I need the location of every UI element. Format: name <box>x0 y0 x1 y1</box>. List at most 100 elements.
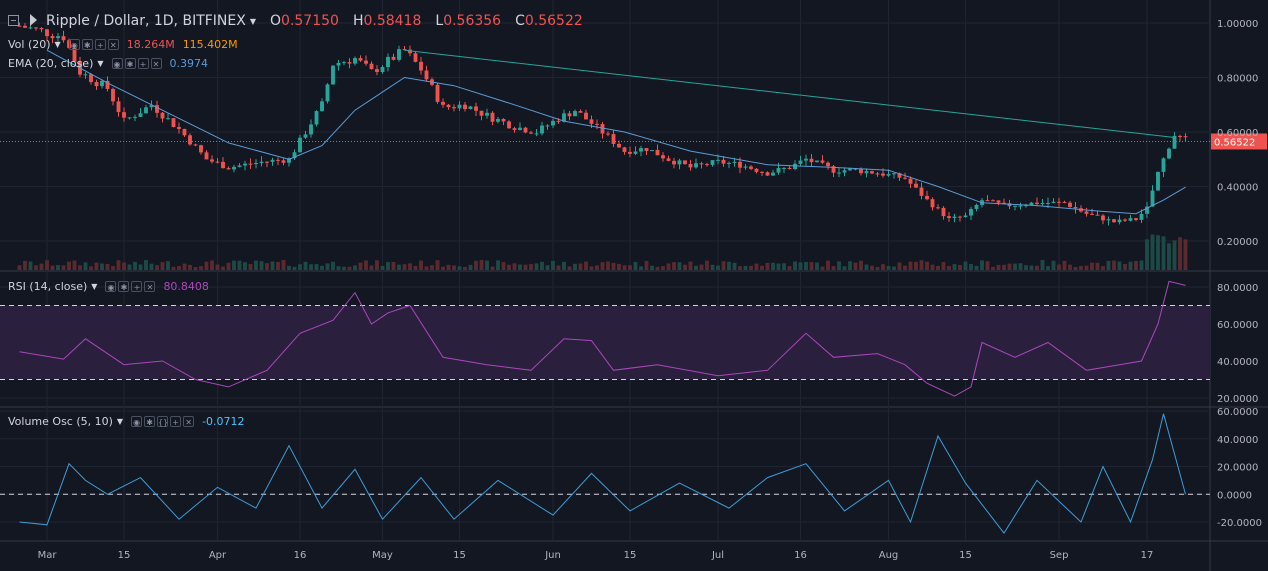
volume-bar <box>507 264 511 270</box>
chevron-down-icon[interactable]: ▼ <box>54 40 61 49</box>
candle-body <box>732 161 737 163</box>
volume-bar <box>1117 261 1122 270</box>
gear-icon[interactable]: ✱ <box>118 281 130 292</box>
candle-body <box>226 168 231 170</box>
candle-body <box>760 171 764 173</box>
symbol-title[interactable]: Ripple / Dollar, 1D, BITFINEX <box>46 13 246 29</box>
chevron-down-icon[interactable]: ▼ <box>91 282 98 291</box>
volume-bar <box>512 263 517 270</box>
candle-body <box>892 173 896 175</box>
volume-bar <box>974 265 979 270</box>
volume-bar <box>567 266 572 270</box>
volume-bar <box>72 260 77 270</box>
price-axis-tick: 0.40000 <box>1217 183 1258 194</box>
rsi-indicator-label[interactable]: RSI (14, close) <box>8 280 88 293</box>
candle-body <box>353 58 357 64</box>
volume-bar <box>287 265 291 270</box>
volume-bar <box>1068 264 1072 270</box>
candle-body <box>573 111 577 117</box>
eye-icon[interactable]: ◉ <box>68 39 80 50</box>
chevron-down-icon[interactable]: ▼ <box>116 417 124 426</box>
osc-axis-tick: -20.0000 <box>1217 518 1262 529</box>
price-axis-tick: 0.80000 <box>1217 74 1258 85</box>
volume-bar <box>1161 236 1166 270</box>
eye-icon[interactable]: ◉ <box>111 58 123 69</box>
volume-bar <box>859 260 863 270</box>
candle-body <box>743 166 748 168</box>
chevron-down-icon[interactable]: ▼ <box>97 59 104 68</box>
ema-value: 0.3974 <box>169 57 209 70</box>
gear-icon[interactable]: ✱ <box>144 416 156 427</box>
close-icon[interactable]: ✕ <box>150 58 162 69</box>
volume-bar <box>89 266 93 270</box>
volume-bar <box>1106 260 1111 270</box>
volume-bar <box>353 265 357 270</box>
candle-body <box>952 216 957 218</box>
code-icon[interactable]: {} <box>157 416 169 427</box>
candle-body <box>628 151 632 154</box>
candle-body <box>551 120 555 126</box>
rsi-value: 80.8408 <box>163 280 209 293</box>
plus-icon[interactable]: + <box>137 58 149 69</box>
candle-body <box>45 29 49 37</box>
volume-bar <box>298 264 302 270</box>
osc-axis-tick: 60.0000 <box>1217 407 1258 418</box>
plus-icon[interactable]: + <box>170 416 182 427</box>
candle-body <box>435 84 440 102</box>
candle-body <box>1101 215 1105 221</box>
plus-icon[interactable]: + <box>94 39 106 50</box>
candle-body <box>655 149 660 156</box>
close-icon[interactable]: ✕ <box>107 39 119 50</box>
volume-bar <box>875 266 880 270</box>
candle-body <box>1161 158 1166 172</box>
candle-body <box>1057 201 1061 203</box>
rsi-axis-tick: 20.0000 <box>1217 394 1258 405</box>
candle-body <box>958 216 962 218</box>
collapse-icon[interactable] <box>8 15 19 26</box>
candle-body <box>215 161 220 163</box>
volume-bar <box>325 263 330 270</box>
volume-bar <box>881 264 885 270</box>
candle-body <box>122 112 126 118</box>
volume-bar <box>914 261 918 270</box>
candle-body <box>705 164 709 166</box>
candle-body <box>248 163 253 165</box>
candle-body <box>650 149 654 151</box>
osc-axis-tick: 20.0000 <box>1217 463 1258 474</box>
plus-icon[interactable]: + <box>131 281 143 292</box>
ohlc-close-value: 0.56522 <box>524 13 583 29</box>
ema-line <box>46 49 1186 215</box>
vosc-indicator-label[interactable]: Volume Osc (5, 10) <box>8 415 113 428</box>
ema-indicator-label[interactable]: EMA (20, close) <box>8 57 94 70</box>
candle-body <box>881 173 885 176</box>
volume-bar <box>1172 240 1177 270</box>
volume-bar <box>100 263 104 270</box>
candle-body <box>1007 203 1012 207</box>
volume-bar <box>193 266 198 270</box>
volume-bar <box>1062 260 1067 270</box>
candle-body <box>859 169 863 174</box>
candle-body <box>848 168 852 171</box>
volume-ma-value: 115.402M <box>182 38 238 51</box>
volume-bar <box>309 264 313 270</box>
candle-body <box>303 134 308 138</box>
candle-body <box>182 128 187 136</box>
candle-body <box>1084 211 1089 214</box>
eye-icon[interactable]: ◉ <box>105 281 117 292</box>
eye-icon[interactable]: ◉ <box>131 416 143 427</box>
volume-bar <box>754 263 759 270</box>
time-axis-tick: Jun <box>544 550 561 561</box>
close-icon[interactable]: ✕ <box>183 416 195 427</box>
volume-indicator-label[interactable]: Vol (20) <box>8 38 51 51</box>
gear-icon[interactable]: ✱ <box>124 58 136 69</box>
chevron-down-icon[interactable]: ▼ <box>249 16 256 26</box>
gear-icon[interactable]: ✱ <box>81 39 93 50</box>
candle-body <box>919 187 924 196</box>
volume-bar <box>523 264 528 270</box>
volume-bar <box>23 260 27 270</box>
candle-body <box>133 116 137 118</box>
volume-bar <box>1084 265 1089 270</box>
volume-bar <box>661 266 665 270</box>
close-icon[interactable]: ✕ <box>144 281 156 292</box>
